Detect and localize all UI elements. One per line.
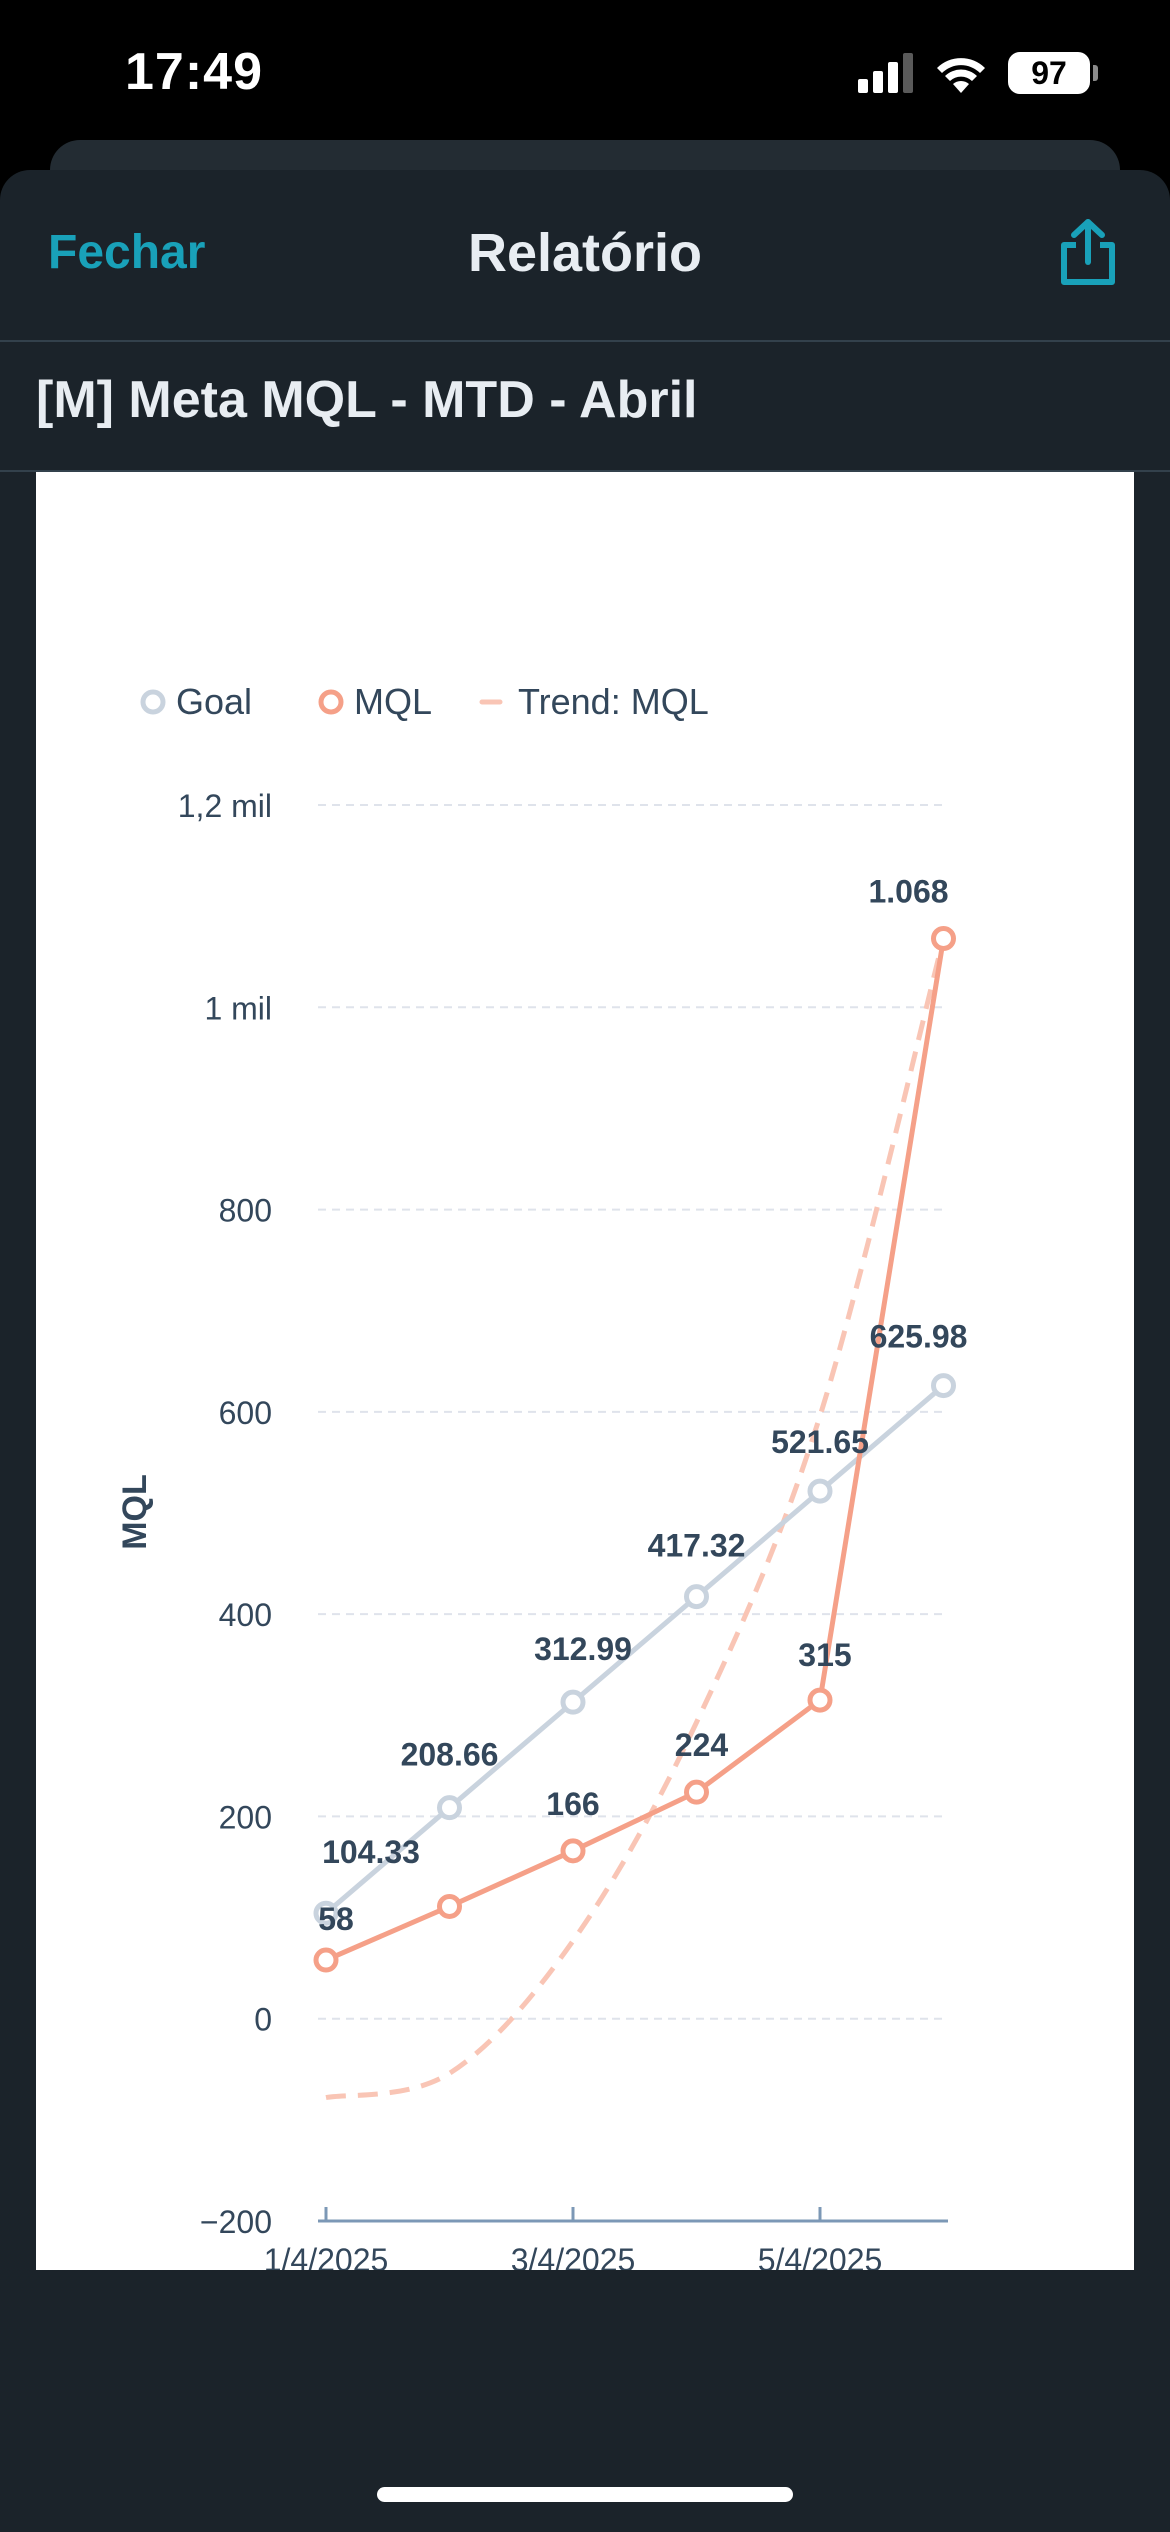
data-label-goal: 104.33 [322,1834,420,1870]
data-point-mql [684,1779,709,1805]
series-line-goal [324,1383,946,1916]
status-time: 17:49 [125,43,263,101]
data-point-mql [807,1687,833,1713]
y-tick-label: 1,2 mil [178,788,272,824]
line-chart: Goal MQL Trend: MQL 1,2 mil 1 mil 800 600 400 20… [116,681,968,2340]
data-point-goal [313,1900,339,1926]
data-label-goal: 312.99 [534,1631,632,1667]
data-label-goal: 521.65 [771,1424,869,1460]
battery-level: 97 [1031,54,1067,91]
y-tick-label: 1 mil [204,990,272,1026]
report-title: [M] Meta MQL - MTD - Abril [36,371,698,429]
y-tick-label: 400 [219,1597,272,1633]
legend-label-2: Trend: MQL [518,681,709,722]
y-tick-label: 600 [219,1395,272,1431]
data-point-mql [931,926,956,952]
close-button[interactable]: Fechar [48,226,206,279]
data-label-mql: 315 [798,1637,851,1673]
x-tick-label: 5/4/2025 [758,2242,883,2270]
x-tick-label: 1/4/2025 [264,2242,389,2270]
y-tick-label: 800 [219,1193,272,1229]
legend-label-0: Goal [176,681,252,722]
y-tick-label: 0 [254,2002,272,2038]
y-tick-label: −200 [200,2204,272,2240]
data-point-goal [684,1584,709,1610]
x-tick-label: 3/4/2025 [511,2242,636,2270]
battery-icon: 97 [1008,52,1098,94]
y-axis-title: MQL [116,1474,154,1550]
data-label-mql: 166 [546,1786,599,1822]
divider [0,470,1170,472]
wifi-icon [937,58,985,93]
y-tick-label: 200 [219,1799,272,1835]
nav-bar: Fechar Relatório [0,170,1170,342]
data-label-mql: 58 [318,1901,354,1937]
status-icons: 97 [858,52,1098,94]
series-line-trend-mql [325,937,946,2101]
data-point-goal [560,1689,586,1715]
legend-marker-0 [140,689,166,715]
home-indicator[interactable] [377,2487,793,2502]
series-line-mql [325,938,946,1963]
data-point-mql [560,1838,586,1864]
legend-label-1: MQL [354,681,432,722]
data-point-mql [313,1947,339,1973]
status-bar: 17:49 97 [0,0,1170,150]
data-point-goal [437,1795,462,1821]
data-label-goal: 208.66 [401,1737,499,1773]
data-point-mql [437,1893,462,1919]
legend-marker-1 [318,689,344,715]
data-label-mql: 224 [675,1727,729,1763]
data-label-mql: 1.068 [868,874,948,910]
data-label-goal: 625.98 [870,1319,968,1355]
data-point-goal [807,1478,833,1504]
chart-card: Goal MQL Trend: MQL 1,2 mil 1 mil 800 600 400 20… [36,472,1134,2340]
data-label-goal: 417.32 [648,1528,746,1564]
cellular-signal-icon [858,53,913,93]
share-icon[interactable] [1056,218,1120,288]
data-point-goal [931,1373,956,1399]
